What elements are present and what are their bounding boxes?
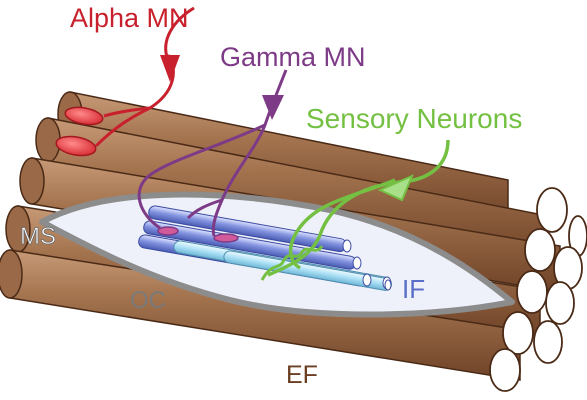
gamma-motor-neuron xyxy=(137,69,288,243)
ms-label: MS xyxy=(20,223,56,250)
oc-label: OC xyxy=(130,287,166,314)
sensory-arrow-icon xyxy=(377,174,414,202)
alpha-arrow-icon xyxy=(160,55,180,82)
alpha-mn-label: Alpha MN xyxy=(70,3,189,33)
gamma-axon-branch xyxy=(186,198,223,220)
alpha-axon-branch xyxy=(103,106,151,118)
sensory-axon xyxy=(267,139,450,277)
alpha-end-plate xyxy=(64,106,104,126)
sensory-neurons xyxy=(260,139,450,281)
fiber-end-caps xyxy=(489,187,587,392)
gamma-arrow-icon xyxy=(262,95,284,120)
gamma-end-plate xyxy=(213,233,239,243)
alpha-motor-neuron xyxy=(55,6,195,157)
alpha-axon-entry xyxy=(164,6,195,61)
sensory-axon xyxy=(288,178,396,270)
ef-label: EF xyxy=(286,361,318,389)
sensory-neurons-label: Sensory Neurons xyxy=(306,103,522,134)
sensory-annulospiral-ending xyxy=(260,245,324,281)
gamma-mn-label: Gamma MN xyxy=(220,42,366,72)
alpha-end-plate xyxy=(55,135,97,157)
gamma-axon-branch xyxy=(137,123,266,230)
if-label: IF xyxy=(402,274,425,304)
gamma-end-plate xyxy=(157,226,179,236)
